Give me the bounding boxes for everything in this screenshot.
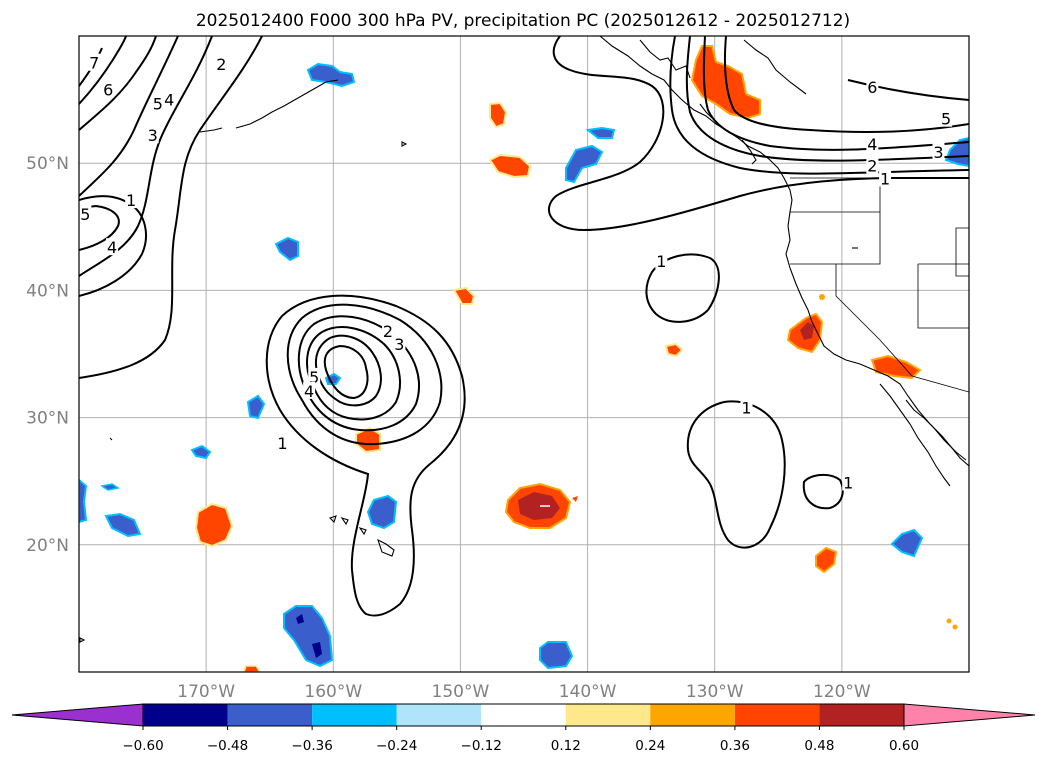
contour-label: 6 [867,78,877,97]
colorbar-cell [735,704,820,726]
colorbar-tick-label: −0.24 [376,738,417,754]
plot-title: 2025012400 F000 300 hPa PV, precipitatio… [196,11,850,31]
precip-blob [490,103,506,127]
lat-tick-label: 50°N [26,154,69,174]
colorbar-tick-label: 0.48 [804,738,834,754]
lon-tick-label: 170°W [177,682,235,702]
colorbar-cell [397,704,482,726]
contour-label: 1 [843,473,853,492]
colorbar-cell [228,704,313,726]
longitude-labels: 170°W 160°W 150°W 140°W 130°W 120°W [177,682,871,702]
precip-blob [196,504,232,546]
colorbar-extend-min [12,704,143,726]
contour-label: 2 [383,322,393,341]
colorbar-extend-max [904,704,1035,726]
lat-tick-label: 30°N [26,409,69,429]
lon-tick-label: 130°W [686,682,744,702]
contour-label: 7 [89,54,99,73]
contour-label: 4 [867,135,877,154]
colorbar-cell [312,704,397,726]
lon-tick-label: 140°W [559,682,617,702]
colorbar-cell [819,704,904,726]
colorbar-tick-label: 0.24 [635,738,665,754]
contour-label: 1 [277,434,287,453]
colorbar-tick-label: 0.12 [551,738,581,754]
figure: 2025012400 F000 300 hPa PV, precipitatio… [0,0,1047,765]
lat-tick-label: 20°N [26,536,69,556]
lon-tick-label: 150°W [432,682,490,702]
colorbar-tick-label: −0.48 [207,738,248,754]
contour-label: 4 [164,91,174,110]
colorbar: −0.60 −0.48 −0.36 −0.24 −0.12 0.12 0.24 0.36 0.4… [12,704,1035,754]
contour-label: 2 [867,157,877,176]
latitude-labels: 50°N 40°N 30°N 20°N [26,154,69,556]
contour-label: 5 [80,205,90,224]
contour-label: 3 [394,335,404,354]
precip-blob [540,642,572,668]
precip-dot [953,625,958,630]
lon-tick-label: 160°W [304,682,362,702]
lat-tick-label: 40°N [26,281,69,301]
colorbar-cell [143,704,228,726]
colorbar-cell [650,704,735,726]
colorbar-cell [481,704,566,726]
contour-label: 2 [216,55,226,74]
precip-dot [947,619,952,624]
colorbar-tick-label: 0.60 [889,738,919,754]
contour-label: 1 [741,398,751,417]
colorbar-cell [566,704,651,726]
contour-label: 1 [656,252,666,271]
contour-label: 3 [148,126,158,145]
colorbar-tick-label: 0.36 [720,738,750,754]
precip-blob [79,480,86,522]
contour-label: 1 [880,169,890,188]
contour-label: 5 [153,94,163,113]
contour-label: 3 [933,143,943,162]
precip-dot [819,294,825,300]
contour-label: 1 [126,191,136,210]
contour-label: 6 [103,80,113,99]
contour-label: 5 [941,110,951,129]
colorbar-tick-label: −0.12 [461,738,502,754]
colorbar-tick-label: −0.60 [122,738,163,754]
colorbar-tick-label: −0.36 [291,738,332,754]
lon-tick-label: 120°W [813,682,871,702]
contour-label: 4 [304,382,314,401]
contour-label: 4 [107,238,117,257]
